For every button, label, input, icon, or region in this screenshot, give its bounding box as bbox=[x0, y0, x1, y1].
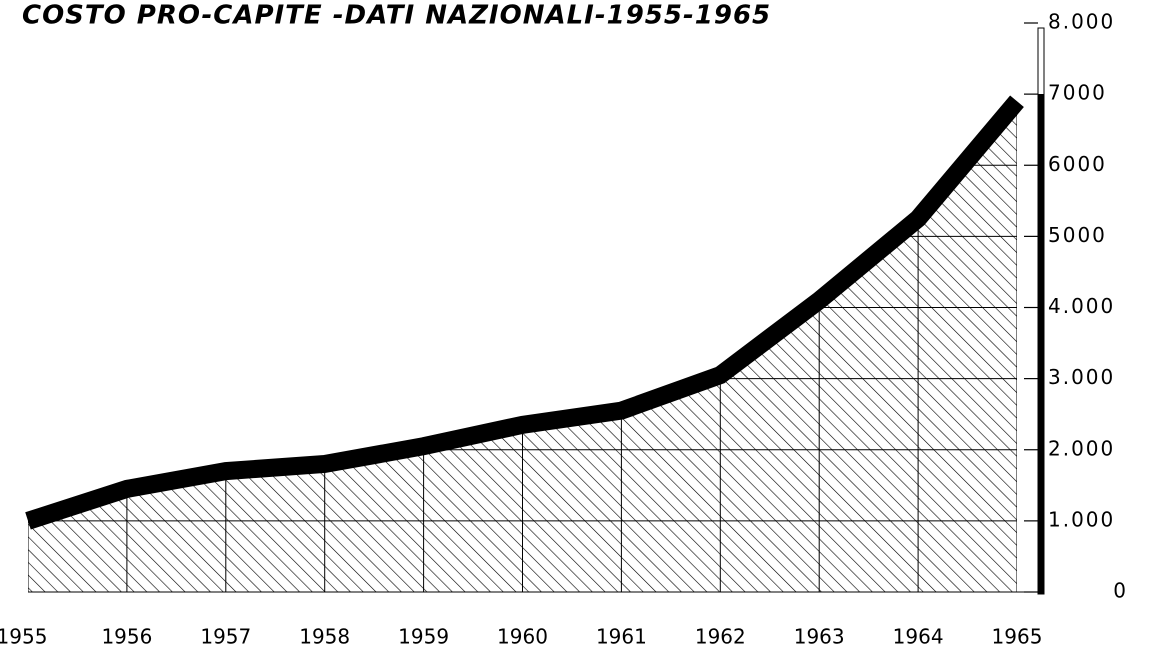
y-tick-label: 1.000 bbox=[1048, 507, 1115, 531]
x-tick-label: 1959 bbox=[398, 625, 449, 649]
x-tick-label: 1961 bbox=[596, 625, 647, 649]
x-tick-label: 1963 bbox=[794, 625, 845, 649]
x-tick-label: 1957 bbox=[200, 625, 251, 649]
y-tick-label: 4.000 bbox=[1048, 294, 1115, 318]
x-tick-label: 1960 bbox=[497, 625, 548, 649]
y-tick-label: 3.000 bbox=[1048, 365, 1115, 389]
x-tick-label: 1964 bbox=[893, 625, 944, 649]
x-tick-label: 1958 bbox=[299, 625, 350, 649]
area-line bbox=[25, 95, 1024, 530]
y-tick-label: 8.000 bbox=[1048, 10, 1115, 34]
axis-band bbox=[1038, 94, 1044, 594]
y-tick-label: 0 bbox=[1113, 579, 1128, 603]
y-tick-label: 2.000 bbox=[1048, 436, 1115, 460]
x-tick-label: 1955 bbox=[0, 625, 47, 649]
chart-title: COSTO PRO-CAPITE -DATI NAZIONALI-1955-19… bbox=[22, 1, 771, 31]
y-tick-label: 5000 bbox=[1048, 223, 1107, 247]
x-tick-label: 1956 bbox=[101, 625, 152, 649]
y-tick-label: 7000 bbox=[1048, 81, 1107, 105]
x-tick-label: 1962 bbox=[695, 625, 746, 649]
y-tick-label: 6000 bbox=[1048, 152, 1107, 176]
x-tick-label: 1965 bbox=[992, 625, 1043, 649]
